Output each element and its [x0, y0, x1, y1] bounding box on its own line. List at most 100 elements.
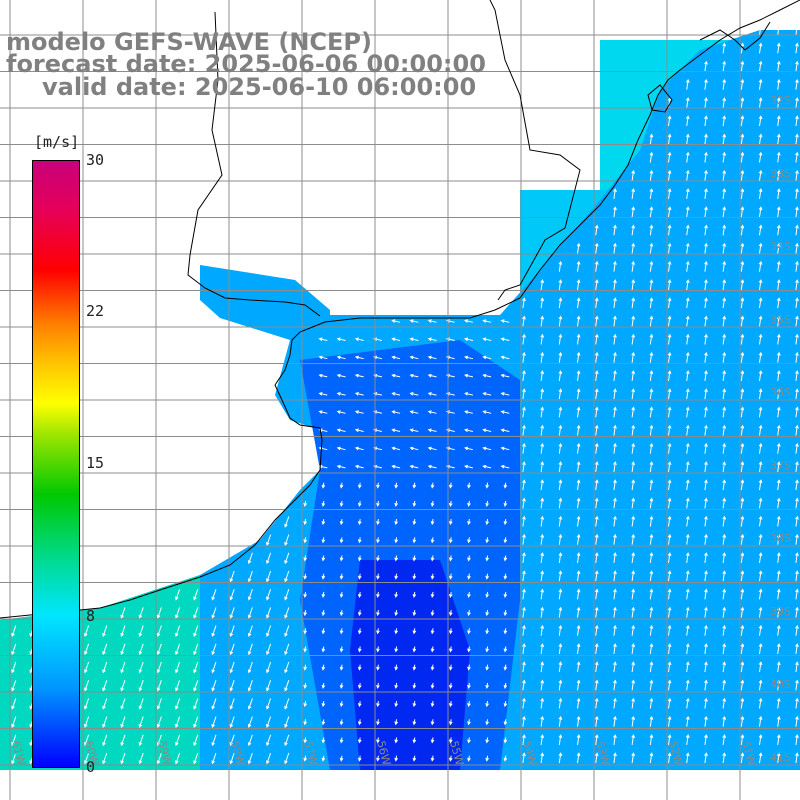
wind-arrow — [631, 333, 636, 345]
wind-arrow — [558, 497, 563, 509]
wind-arrow — [558, 734, 563, 745]
wind-arrow — [540, 661, 545, 673]
wind-arrow — [649, 679, 654, 691]
wind-arrow — [485, 701, 489, 708]
wind-arrow — [631, 697, 636, 709]
wind-arrow — [685, 188, 690, 199]
wind-arrow — [540, 479, 545, 491]
wind-arrow — [704, 315, 708, 327]
wind-arrow — [284, 534, 290, 546]
wind-arrow — [776, 115, 781, 127]
wind-arrow — [740, 60, 745, 72]
wind-arrow — [318, 392, 328, 396]
wind-arrow — [795, 679, 799, 691]
wind-arrow — [795, 370, 799, 381]
wind-arrow — [795, 406, 799, 418]
wind-arrow — [448, 573, 453, 580]
wind-arrow — [776, 533, 781, 545]
wind-arrow — [376, 646, 380, 653]
wind-arrow — [649, 533, 654, 545]
wind-arrow — [704, 497, 708, 509]
wind-arrow — [503, 591, 508, 598]
wind-arrow — [412, 628, 417, 635]
wind-arrow — [667, 497, 672, 509]
wind-arrow — [667, 388, 672, 400]
wind-arrow — [430, 500, 435, 507]
wind-arrow — [357, 537, 362, 544]
wind-arrow — [175, 734, 181, 747]
wind-arrow — [558, 479, 563, 491]
wind-arrow — [500, 410, 510, 414]
wind-arrow — [776, 497, 781, 509]
wind-arrow — [211, 716, 217, 728]
wind-arrow — [156, 698, 162, 710]
wind-arrow — [667, 351, 672, 363]
title-model: modelo GEFS-WAVE (NCEP) — [6, 28, 372, 56]
wind-arrow — [102, 661, 108, 674]
wind-arrow — [685, 661, 690, 673]
wind-arrow — [594, 370, 599, 381]
longitude-label: 55W — [447, 739, 466, 767]
wind-arrow — [740, 151, 745, 163]
wind-arrow — [685, 697, 690, 709]
wind-arrow — [795, 570, 799, 582]
wind-arrow — [740, 42, 745, 54]
wind-arrow — [430, 555, 435, 562]
wind-arrow — [120, 661, 126, 674]
wind-arrow — [321, 719, 326, 726]
wind-arrow — [795, 533, 799, 545]
wind-arrow — [339, 610, 344, 617]
wind-arrow — [631, 297, 636, 309]
wind-arrow — [394, 573, 398, 580]
wind-arrow — [303, 573, 307, 580]
wind-arrow — [722, 679, 727, 691]
wind-arrow — [685, 406, 690, 418]
wind-arrow — [394, 500, 398, 507]
wind-arrow — [613, 752, 617, 764]
wind-arrow — [357, 555, 362, 562]
wind-arrow — [795, 188, 799, 199]
wind-arrow — [500, 446, 510, 451]
wind-arrow — [503, 573, 508, 580]
wind-arrow — [412, 646, 417, 653]
wind-arrow — [303, 701, 307, 708]
wind-arrow — [247, 552, 253, 565]
wind-arrow — [667, 169, 672, 181]
wind-arrow — [464, 337, 474, 342]
wind-arrow — [631, 752, 636, 764]
wind-arrow — [685, 388, 690, 400]
wind-arrow — [685, 570, 690, 582]
wind-arrow — [503, 555, 508, 562]
wind-arrow — [321, 664, 326, 671]
wind-arrow — [576, 279, 581, 290]
wind-arrow — [430, 628, 435, 635]
wind-arrow — [722, 533, 727, 545]
wind-arrow — [776, 624, 781, 636]
wind-arrow — [175, 589, 181, 601]
wind-arrow — [266, 643, 272, 656]
wind-arrow — [776, 406, 781, 418]
wind-arrow — [722, 388, 727, 400]
wind-arrow — [193, 607, 199, 619]
wind-arrow — [266, 570, 272, 583]
wind-arrow — [540, 461, 545, 472]
wind-arrow — [685, 78, 690, 90]
wind-arrow — [594, 552, 599, 563]
wind-arrow — [740, 697, 745, 709]
wind-arrow — [284, 734, 290, 747]
wind-arrow — [558, 333, 563, 345]
wind-arrow — [391, 373, 401, 378]
wind-arrow — [631, 169, 636, 181]
wind-arrow — [482, 392, 492, 396]
wind-arrow — [339, 646, 344, 653]
wind-arrow — [776, 661, 781, 673]
wind-arrow — [211, 698, 217, 710]
wind-arrow — [391, 355, 401, 360]
wind-arrow — [318, 410, 328, 414]
wind-arrow — [776, 97, 781, 108]
latitude-label: 35S — [770, 313, 791, 326]
wind-arrow — [376, 537, 380, 544]
wind-arrow — [354, 337, 364, 342]
wind-arrow — [613, 333, 617, 345]
wind-arrow — [11, 716, 17, 728]
